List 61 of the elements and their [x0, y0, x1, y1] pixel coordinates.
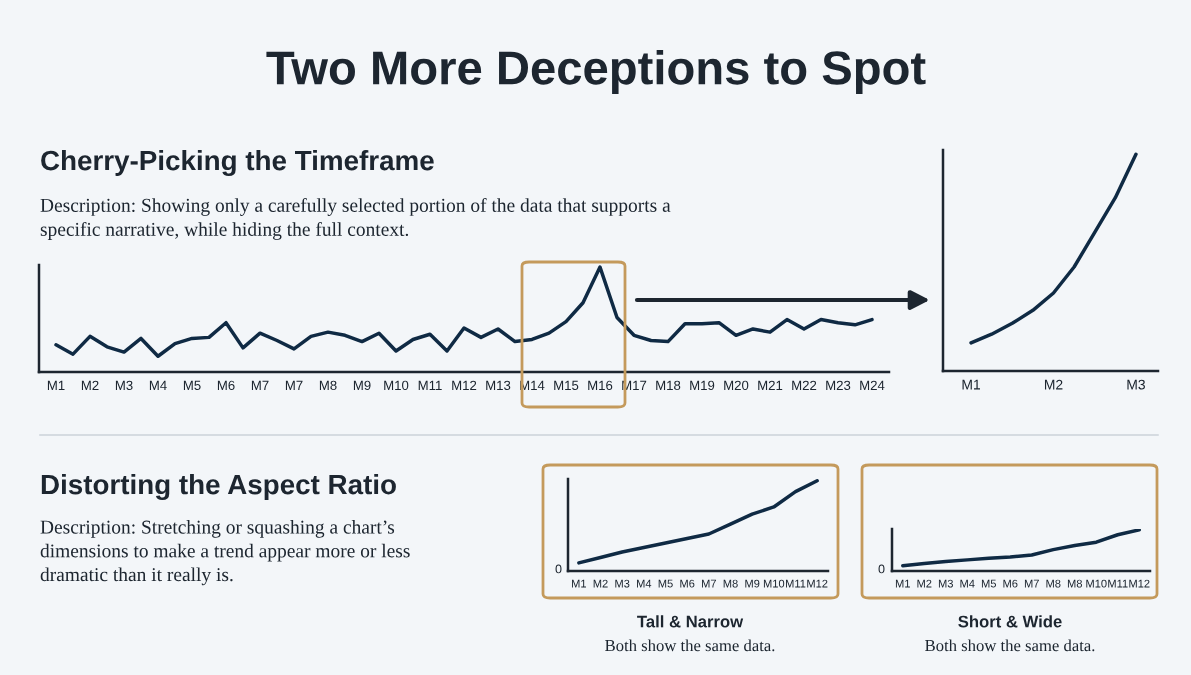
- x-tick-label: M6: [1003, 579, 1018, 588]
- x-tick-label: M2: [593, 579, 608, 588]
- x-tick-label: M1: [895, 579, 910, 588]
- x-tick-label: M7: [702, 579, 716, 588]
- text: Description: Stretching or squashing a chart’s dimensions to make a trend appear more or less dramatic than it really is.: [40, 520, 410, 586]
- x-tick-label: M9: [353, 380, 371, 391]
- text: 0: [878, 564, 885, 574]
- x-tick-label: M8: [1067, 579, 1082, 588]
- x-tick-label: M4: [960, 579, 975, 588]
- x-tick-label: M23: [826, 380, 851, 391]
- text: Short & Wide: [958, 615, 1062, 628]
- x-tick-label: M11: [1108, 579, 1128, 588]
- x-tick-label: M2: [917, 579, 932, 588]
- x-tick-label: M10: [1086, 579, 1107, 588]
- x-tick-label: M2: [1044, 379, 1063, 390]
- chart-subtitle: Description: Showing only a carefully selected portion of the data that supports a specific narrative, while hiding the full context.: [40, 198, 671, 240]
- x-tick-label: M4: [637, 579, 652, 588]
- x-tick-label: M12: [452, 380, 477, 390]
- x-tick-label: M2: [81, 380, 99, 390]
- x-tick-label: M20: [724, 380, 749, 391]
- x-tick-label: M8: [723, 579, 738, 588]
- x-tick-label: M1: [572, 579, 587, 588]
- x-tick-label: M19: [690, 380, 715, 391]
- text: Tall & Narrow: [637, 615, 744, 628]
- x-tick-label: M6: [680, 579, 695, 588]
- x-tick-label: M7: [251, 380, 269, 390]
- x-tick-label: M13: [486, 380, 511, 391]
- x-tick-label: M9: [745, 579, 760, 588]
- x-tick-label: M16: [588, 380, 613, 391]
- x-tick-label: M3: [1127, 379, 1145, 390]
- x-tick-label: M11: [418, 380, 442, 390]
- x-tick-label: M8: [1046, 579, 1061, 588]
- chart-title: Cherry-Picking the Timeframe: [41, 149, 434, 177]
- x-tick-label: M12: [1129, 579, 1150, 588]
- x-tick-label: M10: [763, 579, 785, 588]
- x-tick-label: M8: [319, 380, 337, 391]
- x-tick-label: M7: [1024, 579, 1039, 588]
- x-tick-label: M15: [554, 380, 579, 391]
- x-tick-label: M22: [792, 380, 817, 390]
- x-tick-label: M6: [217, 380, 235, 391]
- x-tick-label: M5: [981, 579, 996, 588]
- text: Both show the same data.: [605, 639, 775, 652]
- text: Distorting the Aspect Ratio: [41, 473, 396, 501]
- x-tick-label: M1: [962, 379, 980, 390]
- x-tick-label: M4: [149, 380, 167, 390]
- x-tick-label: M7: [285, 380, 303, 390]
- text: Both show the same data.: [925, 639, 1095, 652]
- x-tick-label: M3: [615, 579, 630, 588]
- x-tick-label: M12: [807, 579, 828, 588]
- x-tick-label: M24: [860, 380, 885, 390]
- text: 0: [555, 564, 562, 574]
- x-tick-label: M1: [47, 380, 65, 390]
- x-tick-label: M3: [115, 380, 133, 391]
- x-tick-label: M5: [658, 579, 673, 588]
- x-tick-label: M10: [384, 380, 409, 391]
- x-tick-label: M11: [786, 579, 806, 588]
- x-tick-label: M21: [758, 380, 783, 390]
- x-tick-label: M5: [183, 380, 201, 391]
- x-tick-label: M18: [656, 380, 681, 391]
- x-tick-label: M3: [938, 579, 953, 588]
- text: Two More Deceptions to Spot: [266, 49, 926, 95]
